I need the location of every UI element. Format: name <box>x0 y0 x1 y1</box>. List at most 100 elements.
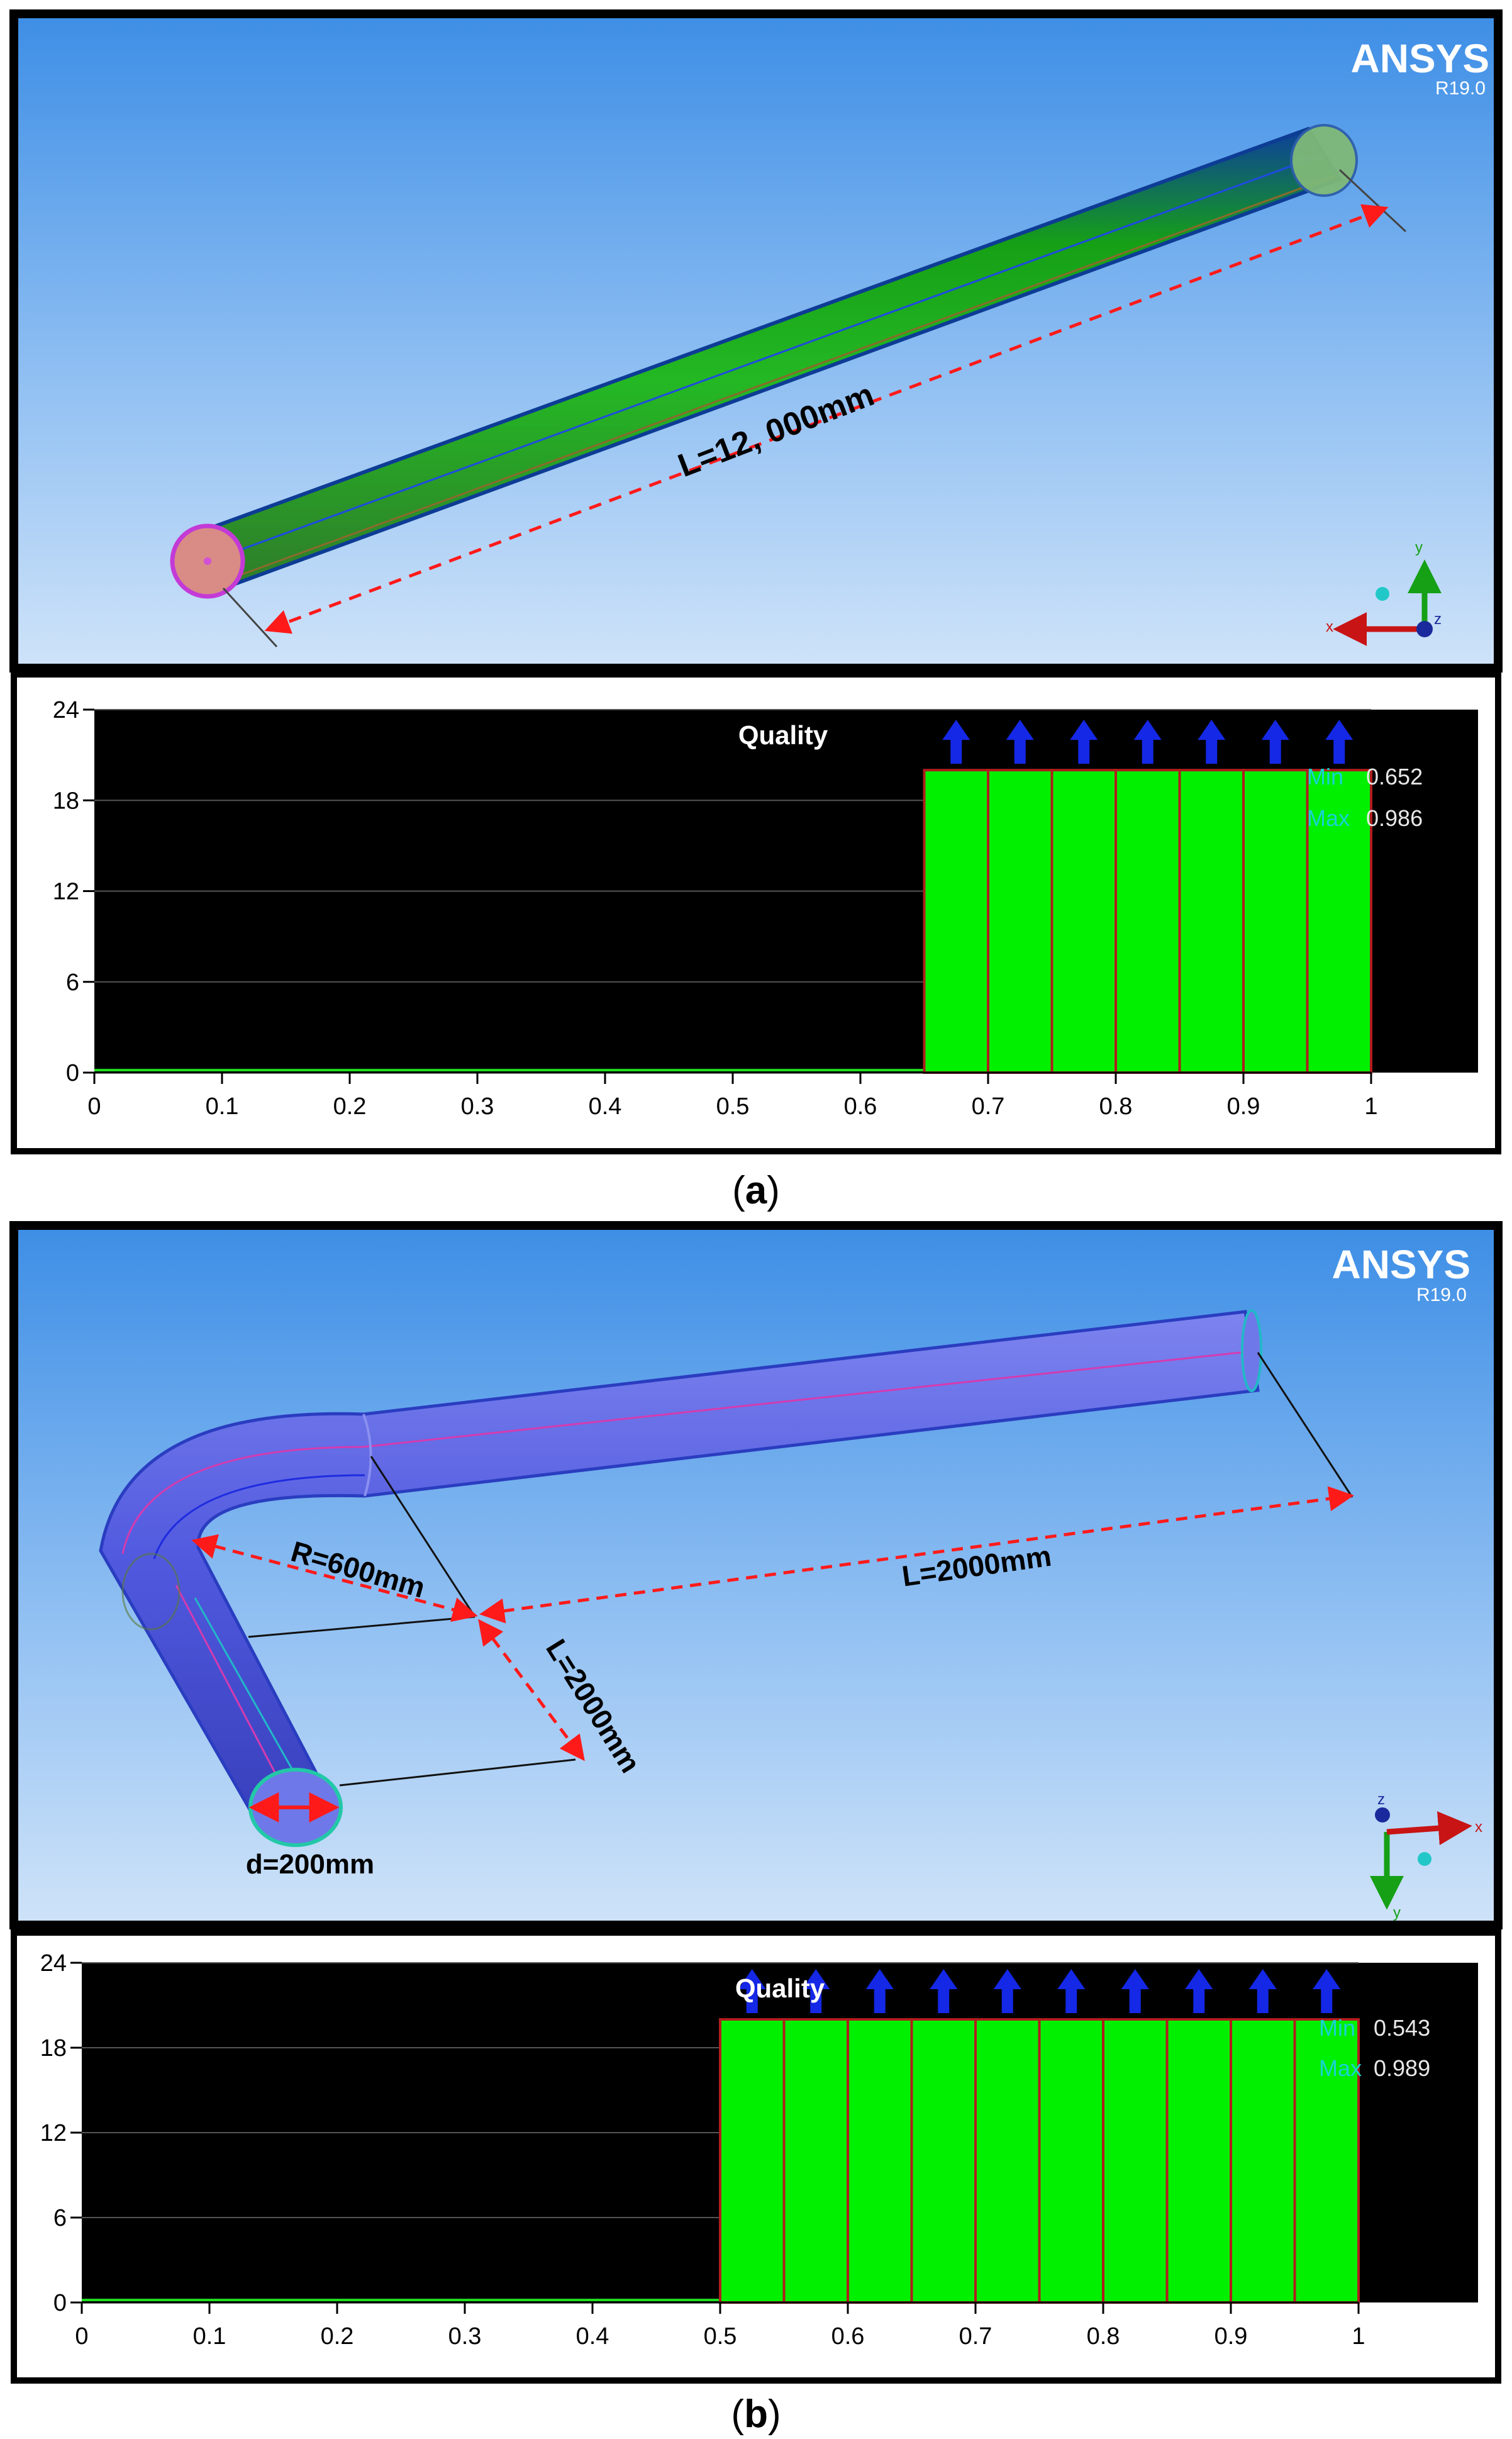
x-tick-label: 1 <box>1364 1093 1377 1120</box>
x-tick-label: 0.4 <box>576 2323 609 2350</box>
x-tick-label: 0 <box>87 1093 101 1120</box>
x-tick-label: 0.4 <box>589 1093 622 1120</box>
caption-a: (a) <box>732 1169 780 1212</box>
bin-up-arrow <box>1261 720 1289 764</box>
max-label: Max <box>1319 2055 1362 2081</box>
x-axis-ticks: 0 0.1 0.2 0.3 0.4 0.5 0.6 0.7 0.8 0.9 1 <box>87 1071 1378 1120</box>
max-value: 0.989 <box>1374 2055 1430 2081</box>
min-value: 0.543 <box>1374 2015 1430 2041</box>
histogram-bars <box>923 769 1372 1074</box>
bin-up-arrow <box>1133 720 1162 764</box>
histogram-bar <box>1178 769 1245 1074</box>
x-tick-label: 0.6 <box>844 1093 877 1120</box>
bin-up-arrow <box>1057 1969 1086 2013</box>
diameter-label: d=200mm <box>246 1849 374 1880</box>
y-tick-label: 6 <box>66 969 79 996</box>
bin-up-arrow <box>1070 720 1098 764</box>
y-tick-label: 24 <box>40 1950 67 1977</box>
histogram-bars <box>719 2018 1360 2304</box>
x-tick-label: 0 <box>75 2323 88 2350</box>
histogram-bar <box>923 769 989 1074</box>
bin-up-arrow <box>930 1969 958 2013</box>
x-tick-label: 1 <box>1352 2323 1365 2350</box>
axis-triad-b: z x y <box>1370 1791 1482 1921</box>
x-tick-label: 0.8 <box>1087 2323 1120 2350</box>
panel-b-histogram: 0 6 12 18 24 0 0.1 0.2 0.3 0.4 0.5 0.6 0.7 0.8 0.9 1 Q… <box>11 1929 1501 2384</box>
bin-up-arrow <box>1198 720 1226 764</box>
axis-x-label: x <box>1475 1819 1482 1836</box>
histogram-title: Quality <box>738 720 828 750</box>
histogram-bar <box>974 2018 1041 2304</box>
histogram-bar <box>1050 769 1117 1074</box>
y-tick-label: 0 <box>66 1060 79 1086</box>
histogram-bin-arrows <box>738 1969 1341 2013</box>
histogram-bar <box>987 769 1053 1074</box>
panel-a-viewport: ANSYS R19.0 L=12, 000mm y x z <box>9 9 1503 673</box>
length-dimension-arrow <box>264 204 1389 634</box>
min-label: Min <box>1307 764 1343 790</box>
histogram-bar <box>719 2018 786 2304</box>
y-tick-label: 12 <box>53 879 79 905</box>
histogram-bar <box>847 2018 913 2304</box>
axis-y-label: y <box>1393 1904 1401 1921</box>
bin-up-arrow <box>865 1969 894 2013</box>
histogram-bar <box>1115 769 1181 1074</box>
extension-line <box>1338 169 1407 233</box>
histogram-bar <box>1306 769 1372 1074</box>
y-tick-label: 6 <box>53 2205 67 2231</box>
bin-up-arrow <box>1313 1969 1341 2013</box>
x-tick-label: 0.3 <box>448 2323 482 2350</box>
x-tick-label: 0.7 <box>972 1093 1005 1120</box>
axis-triad-a: y x z <box>1326 539 1442 646</box>
y-tick-label: 12 <box>40 2120 67 2146</box>
x-tick-label: 0.3 <box>461 1093 494 1120</box>
axis-y-label: y <box>1415 539 1423 556</box>
x-tick-label: 0.1 <box>193 2323 226 2350</box>
histogram-bar <box>782 2018 849 2304</box>
bin-up-arrow <box>993 1969 1021 2013</box>
y-tick-label: 18 <box>53 788 79 814</box>
extension-line <box>339 1758 576 1787</box>
ansys-version: R19.0 <box>1435 78 1486 99</box>
histogram-bin-arrows <box>942 720 1354 764</box>
histogram-bar <box>1165 2018 1232 2304</box>
min-label: Min <box>1319 2015 1355 2041</box>
x-axis-ticks: 0 0.1 0.2 0.3 0.4 0.5 0.6 0.7 0.8 0.9 1 <box>75 2301 1365 2350</box>
histogram-title: Quality <box>735 1973 825 2003</box>
ansys-logo: ANSYS <box>1332 1242 1471 1287</box>
y-axis-ticks: 0 6 12 18 24 <box>40 1950 82 2316</box>
y-axis-ticks: 0 6 12 18 24 <box>53 697 94 1086</box>
max-value: 0.986 <box>1366 805 1423 831</box>
panel-b-viewport: ANSYS R19.0 R=600mm L=2000mm L=2000mm d=… <box>9 1221 1503 1929</box>
histogram-bar <box>1102 2018 1169 2304</box>
histogram-bar <box>1242 769 1309 1074</box>
bin-up-arrow <box>1248 1969 1277 2013</box>
x-tick-label: 0.9 <box>1227 1093 1260 1120</box>
max-label: Max <box>1307 805 1350 831</box>
long-length-dimension-arrow <box>479 1486 1354 1624</box>
bin-up-arrow <box>738 1969 766 2013</box>
ansys-version: R19.0 <box>1416 1285 1467 1305</box>
axis-x-label: x <box>1326 618 1333 635</box>
bin-up-arrow <box>1006 720 1034 764</box>
min-value: 0.652 <box>1366 764 1423 790</box>
bin-up-arrow <box>942 720 970 764</box>
x-tick-label: 0.7 <box>959 2323 992 2350</box>
bin-up-arrow <box>1121 1969 1149 2013</box>
x-tick-label: 0.5 <box>716 1093 750 1120</box>
x-tick-label: 0.1 <box>206 1093 239 1120</box>
radius-dimension-arrow <box>191 1534 478 1622</box>
y-tick-label: 18 <box>40 2035 67 2062</box>
panel-a-histogram: 0 6 12 18 24 0 0.1 0.2 0.3 0.4 0.5 0.6 0.7 0.8 0.9 1 Q… <box>11 671 1501 1154</box>
y-tick-label: 0 <box>53 2290 67 2316</box>
x-tick-label: 0.2 <box>333 1093 367 1120</box>
ansys-logo: ANSYS <box>1351 36 1490 81</box>
x-tick-label: 0.6 <box>831 2323 865 2350</box>
bin-up-arrow <box>1325 720 1354 764</box>
x-tick-label: 0.8 <box>1099 1093 1133 1120</box>
x-tick-label: 0.9 <box>1215 2323 1248 2350</box>
bin-up-arrow <box>802 1969 830 2013</box>
short-length-dimension-arrow <box>478 1619 585 1761</box>
extension-line <box>1257 1352 1354 1498</box>
